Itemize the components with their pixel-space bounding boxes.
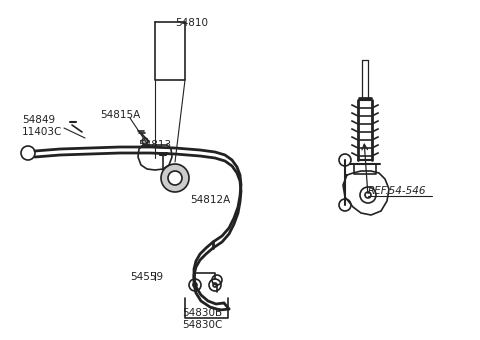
Circle shape (142, 138, 148, 144)
Text: 54812A: 54812A (190, 195, 230, 205)
Text: 54813: 54813 (138, 140, 171, 150)
Text: 54849: 54849 (22, 115, 55, 125)
Text: 11403C: 11403C (22, 127, 62, 137)
Text: 54815A: 54815A (100, 110, 140, 120)
Text: 54830C: 54830C (182, 320, 222, 330)
Text: 54559: 54559 (130, 272, 163, 282)
Circle shape (168, 171, 182, 185)
Circle shape (161, 164, 189, 192)
Text: 54810: 54810 (176, 18, 208, 28)
Text: REF.54-546: REF.54-546 (368, 186, 427, 196)
Text: 54830B: 54830B (182, 308, 222, 318)
